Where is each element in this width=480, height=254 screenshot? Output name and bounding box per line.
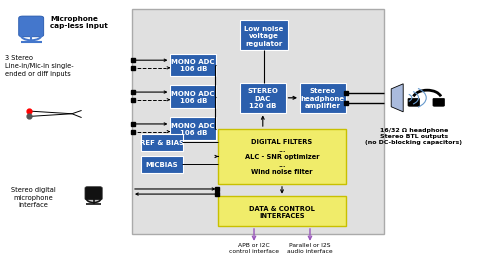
Polygon shape [391,84,403,112]
Text: 3 Stereo
Line-in/Mic-in single-
ended or diff inputs: 3 Stereo Line-in/Mic-in single- ended or… [5,55,73,77]
Text: REF & BIAS: REF & BIAS [140,140,184,146]
FancyBboxPatch shape [170,86,216,108]
Text: Low noise
voltage
regulator: Low noise voltage regulator [244,26,284,47]
Text: MONO ADC
106 dB: MONO ADC 106 dB [171,122,215,136]
Text: MONO ADC
106 dB: MONO ADC 106 dB [171,59,215,72]
FancyBboxPatch shape [240,84,286,113]
FancyBboxPatch shape [408,99,420,107]
FancyBboxPatch shape [433,99,444,107]
FancyBboxPatch shape [132,10,384,234]
Text: STEREO
DAC
120 dB: STEREO DAC 120 dB [247,88,278,109]
Text: Microphone
cap-less input: Microphone cap-less input [50,17,108,29]
FancyBboxPatch shape [300,84,346,113]
Text: 16/32 Ω headphone
Stereo BTL outputs
(no DC-blocking capacitors): 16/32 Ω headphone Stereo BTL outputs (no… [365,127,462,145]
Text: MICBIAS: MICBIAS [146,162,178,167]
Text: Stereo digital
microphone
interface: Stereo digital microphone interface [11,186,56,207]
FancyBboxPatch shape [218,197,346,226]
Text: Stereo
headphone
amplifier: Stereo headphone amplifier [301,88,345,109]
FancyBboxPatch shape [85,187,102,200]
Text: APB or I2C
control interface: APB or I2C control interface [229,242,279,253]
Text: DATA & CONTROL
INTERFACES: DATA & CONTROL INTERFACES [249,205,315,218]
FancyBboxPatch shape [170,118,216,140]
FancyBboxPatch shape [218,129,346,184]
Text: Parallel or I2S
audio interface: Parallel or I2S audio interface [287,242,333,253]
FancyBboxPatch shape [170,54,216,76]
FancyBboxPatch shape [141,156,183,173]
Text: DIGITAL FILTERS
...
ALC - SNR optimizer
...
Wind noise filter: DIGITAL FILTERS ... ALC - SNR optimizer … [245,139,319,175]
FancyBboxPatch shape [240,21,288,51]
Text: MONO ADC
106 dB: MONO ADC 106 dB [171,90,215,104]
FancyBboxPatch shape [19,17,44,38]
FancyBboxPatch shape [141,134,183,151]
